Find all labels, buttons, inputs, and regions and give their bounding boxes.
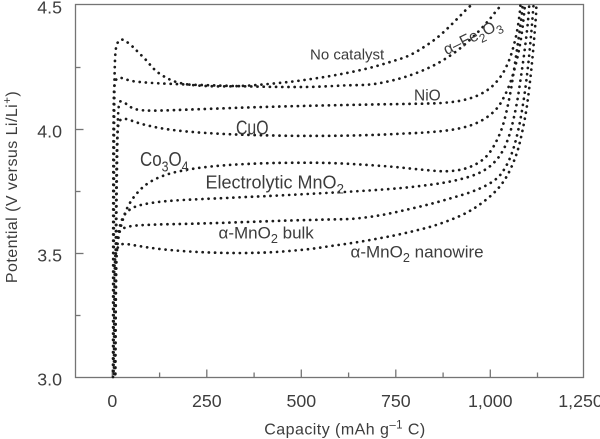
- svg-text:4.0: 4.0: [37, 122, 62, 142]
- svg-text:500: 500: [286, 391, 316, 411]
- svg-text:1,000: 1,000: [468, 391, 513, 411]
- svg-text:α-MnO2 nanowire: α-MnO2 nanowire: [351, 243, 484, 266]
- svg-text:Potential (V versus Li/Li+): Potential (V versus Li/Li+): [2, 91, 21, 283]
- svg-text:No catalyst: No catalyst: [310, 46, 385, 63]
- svg-text:Co3O4: Co3O4: [140, 148, 189, 176]
- svg-text:3.0: 3.0: [37, 370, 62, 390]
- svg-text:1,250: 1,250: [558, 391, 600, 411]
- svg-text:4.5: 4.5: [37, 0, 62, 18]
- svg-text:0: 0: [107, 391, 117, 411]
- svg-text:3.5: 3.5: [37, 246, 62, 266]
- svg-text:250: 250: [192, 391, 222, 411]
- svg-text:Capacity (mAh g–1 C): Capacity (mAh g–1 C): [264, 420, 425, 439]
- svg-text:CuO: CuO: [236, 117, 269, 139]
- svg-text:α-MnO2 bulk: α-MnO2 bulk: [219, 224, 315, 247]
- svg-text:750: 750: [381, 391, 411, 411]
- svg-text:NiO: NiO: [414, 88, 441, 105]
